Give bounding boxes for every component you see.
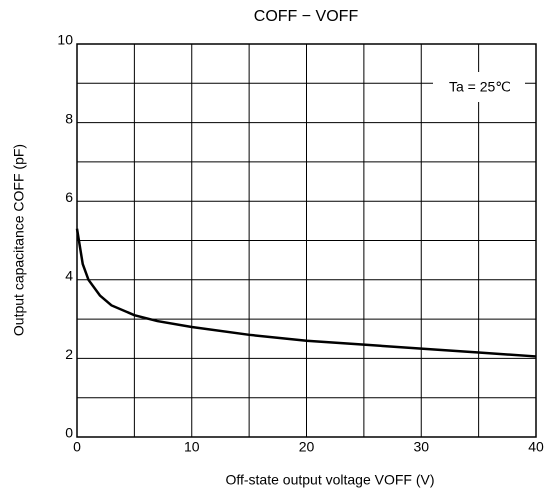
chart-title: COFF − VOFF xyxy=(254,8,359,25)
x-tick-label: 10 xyxy=(184,439,200,455)
x-axis-label: Off-state output voltage VOFF (V) xyxy=(225,472,434,488)
annotation: Ta = 25℃ xyxy=(449,79,511,95)
y-tick-label: 2 xyxy=(65,346,73,362)
x-tick-label: 30 xyxy=(413,439,429,455)
y-tick-label: 6 xyxy=(65,189,73,205)
y-axis-label: Output capacitance COFF (pF) xyxy=(11,144,27,336)
x-tick-label: 20 xyxy=(299,439,315,455)
y-tick-label: 10 xyxy=(57,32,73,48)
y-tick-label: 8 xyxy=(65,110,73,126)
y-tick-label: 4 xyxy=(65,268,73,284)
x-tick-label: 40 xyxy=(528,439,544,455)
x-tick-label: 0 xyxy=(73,439,81,455)
data-line xyxy=(75,228,537,358)
annotation-box xyxy=(433,72,525,102)
y-tick-label: 0 xyxy=(65,425,73,441)
